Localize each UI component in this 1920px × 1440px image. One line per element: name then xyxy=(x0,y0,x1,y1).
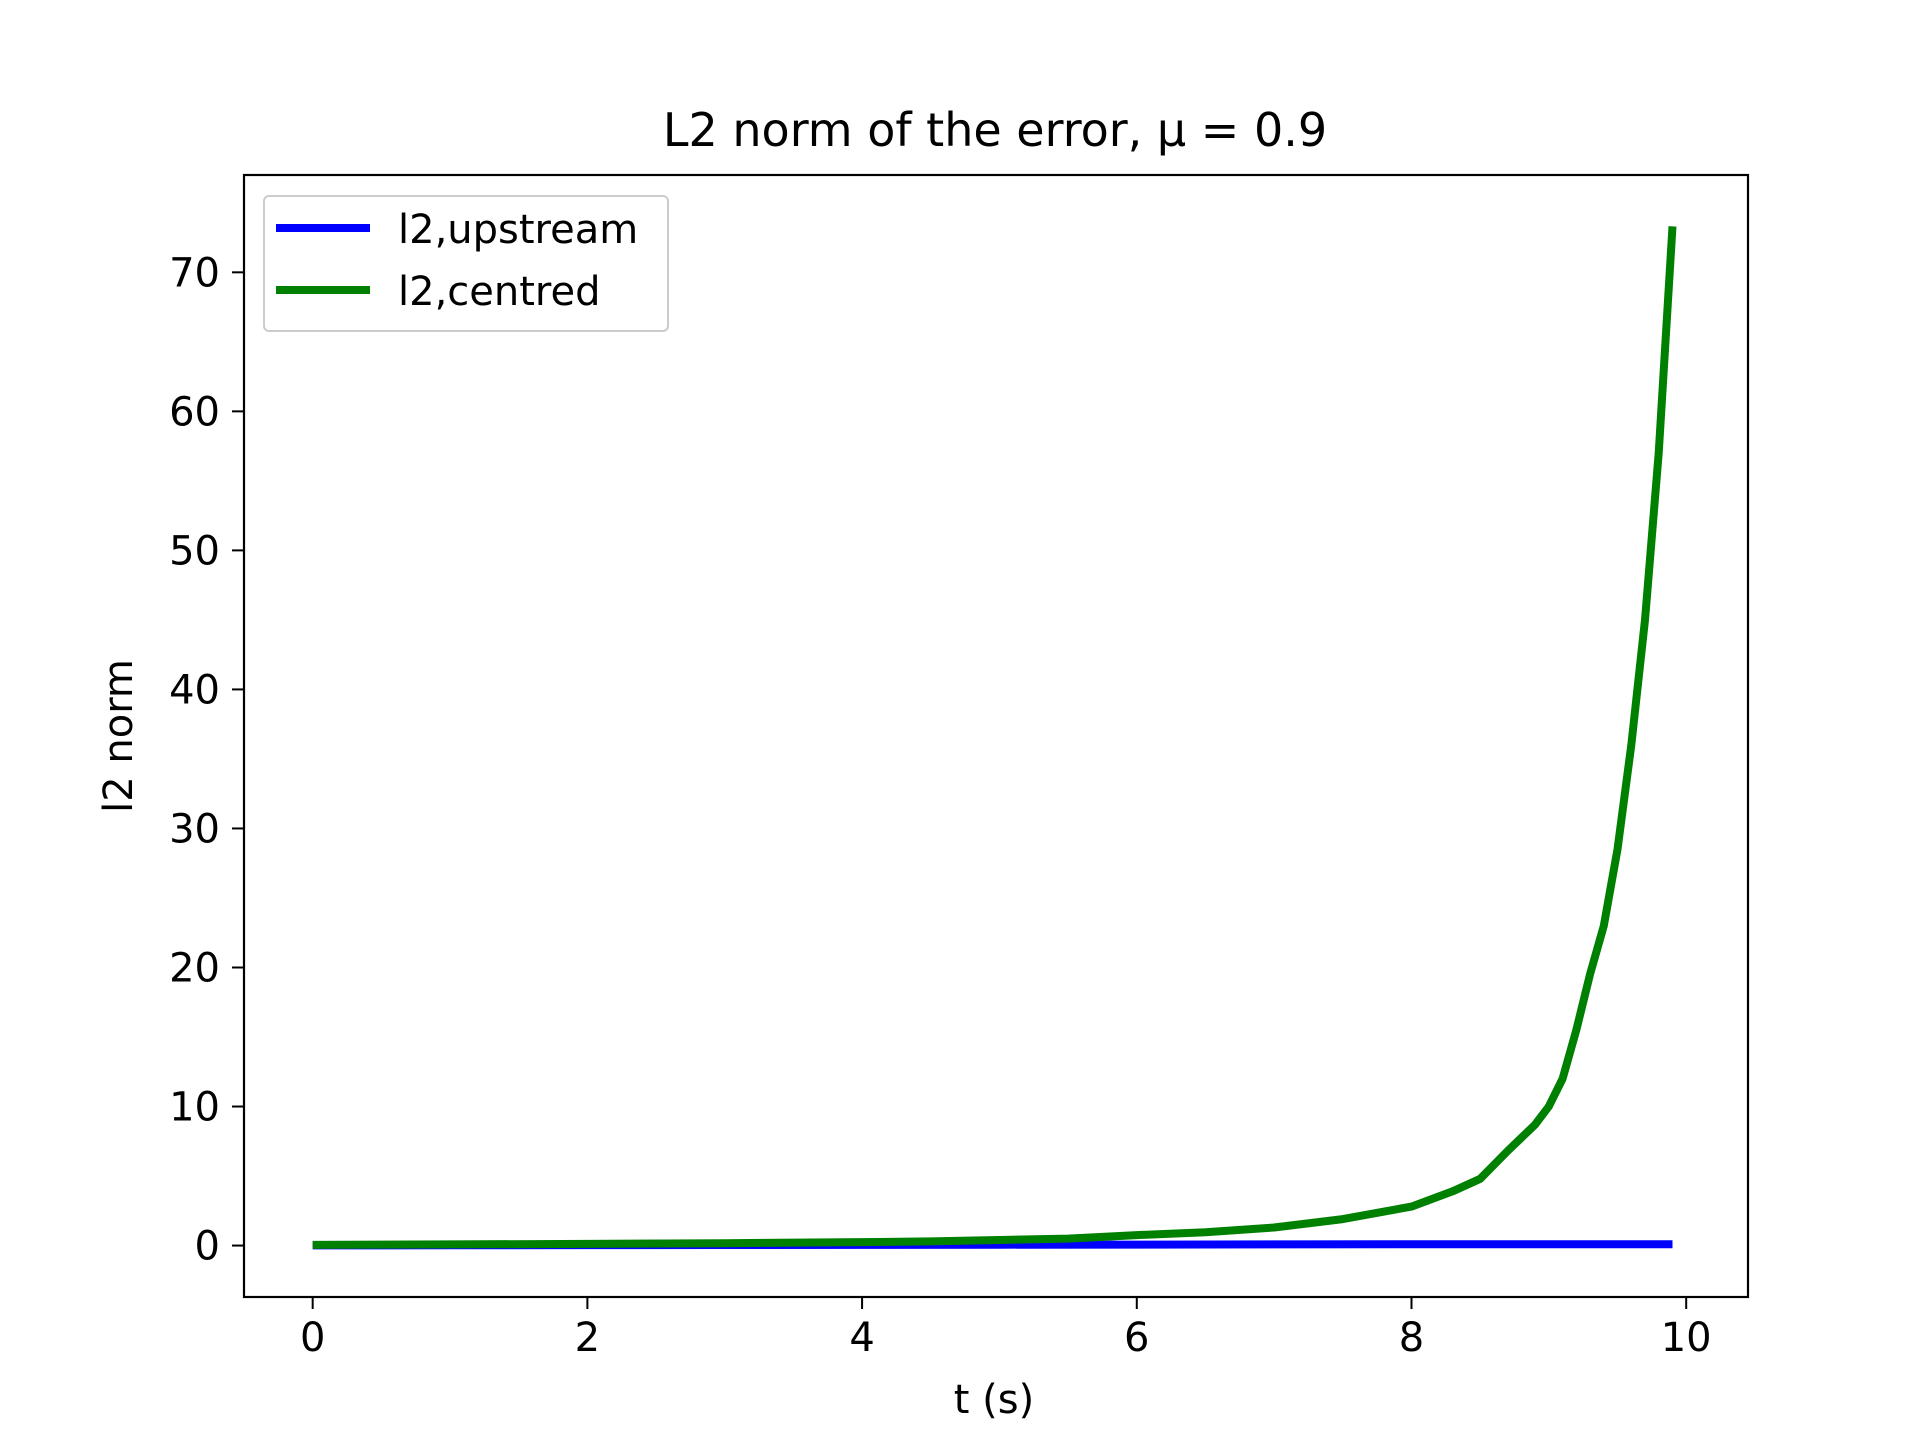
x-tick-label: 6 xyxy=(1124,1315,1149,1361)
x-axis-label: t (s) xyxy=(954,1377,1034,1423)
plot-area xyxy=(312,226,1677,1250)
axes: 0 2 4 6 8 10 0 10 20 30 40 50 60 70 xyxy=(169,250,1712,1361)
legend: l2,upstream l2,centred xyxy=(263,195,669,332)
y-tick-label: 20 xyxy=(169,945,220,991)
chart-title: L2 norm of the error, μ = 0.9 xyxy=(663,103,1327,157)
y-tick-label: 40 xyxy=(169,667,220,713)
axes-frame xyxy=(242,173,1750,1299)
series-line-1 xyxy=(312,226,1677,1249)
x-tick-label: 0 xyxy=(300,1315,325,1361)
x-tick-label: 10 xyxy=(1661,1315,1712,1361)
x-tick-label: 4 xyxy=(849,1315,874,1361)
y-tick-label: 30 xyxy=(169,806,220,852)
x-tick-label: 8 xyxy=(1399,1315,1424,1361)
legend-label-centred: l2,centred xyxy=(398,269,600,315)
x-tick-label: 2 xyxy=(575,1315,600,1361)
legend-label-upstream: l2,upstream xyxy=(398,207,638,253)
y-axis-label: l2 norm xyxy=(96,659,142,813)
y-tick-label: 70 xyxy=(169,250,220,296)
y-tick-label: 10 xyxy=(169,1085,220,1131)
y-tick-label: 0 xyxy=(195,1224,220,1270)
y-tick-label: 50 xyxy=(169,528,220,574)
y-tick-label: 60 xyxy=(169,389,220,435)
